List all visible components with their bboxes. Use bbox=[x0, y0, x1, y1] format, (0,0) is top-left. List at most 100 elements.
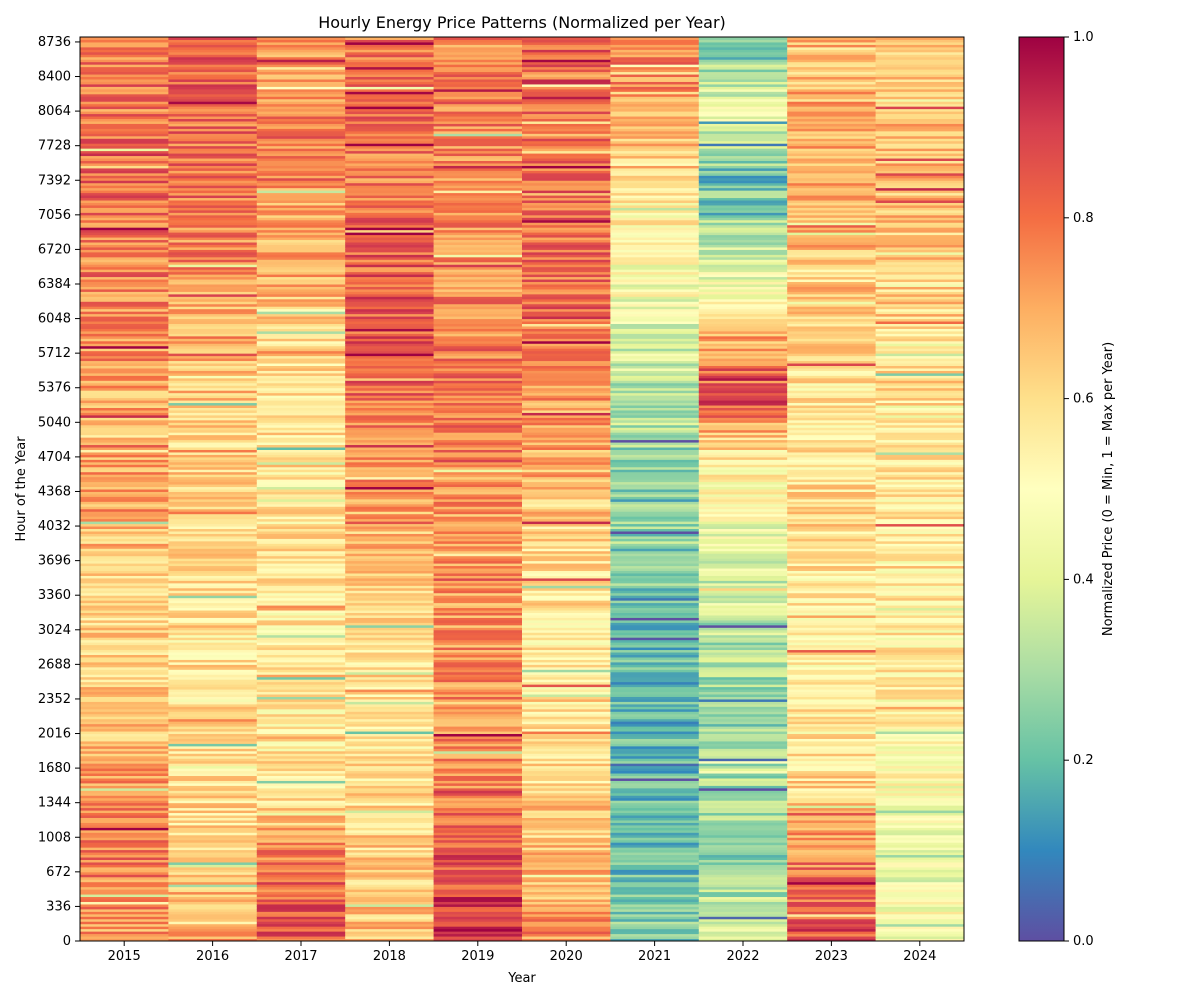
heatmap-cell bbox=[610, 834, 700, 838]
heatmap-cell bbox=[256, 459, 346, 463]
heatmap-cell bbox=[80, 298, 169, 302]
heatmap-cell bbox=[610, 511, 700, 515]
heatmap-cell bbox=[875, 842, 964, 846]
heatmap-cell bbox=[168, 639, 258, 643]
heatmap-cell bbox=[610, 313, 700, 317]
heatmap-cell bbox=[610, 266, 700, 270]
heatmap-cell bbox=[875, 580, 964, 584]
heatmap-cell bbox=[787, 434, 877, 438]
heatmap-cell bbox=[433, 269, 523, 273]
heatmap-cell bbox=[698, 397, 788, 401]
heatmap-cell bbox=[787, 269, 877, 273]
heatmap-cell bbox=[610, 429, 700, 433]
heatmap-cell bbox=[522, 261, 611, 265]
heatmap-cell bbox=[256, 708, 346, 712]
heatmap-cell bbox=[698, 857, 788, 860]
heatmap-cell bbox=[433, 281, 523, 285]
y-axis-ticks: 0336672100813441680201623522688302433603… bbox=[38, 35, 80, 949]
heatmap-cell bbox=[787, 782, 877, 786]
heatmap-cell bbox=[522, 597, 611, 601]
heatmap-cell bbox=[80, 46, 169, 50]
heatmap-cell bbox=[80, 493, 169, 497]
heatmap-cell bbox=[168, 125, 258, 129]
heatmap-cell bbox=[610, 37, 700, 40]
heatmap-cell bbox=[698, 708, 788, 712]
heatmap-cell bbox=[522, 377, 611, 381]
heatmap-cell bbox=[80, 928, 169, 932]
heatmap-cell bbox=[610, 447, 700, 450]
heatmap-cell bbox=[345, 78, 435, 82]
heatmap-cell bbox=[80, 340, 169, 344]
heatmap-cell bbox=[433, 550, 523, 554]
heatmap-column-2016 bbox=[168, 37, 258, 941]
heatmap-cell bbox=[610, 864, 700, 868]
heatmap-cell bbox=[875, 261, 964, 265]
heatmap-cell bbox=[875, 355, 964, 359]
heatmap-cell bbox=[256, 521, 346, 525]
heatmap-cell bbox=[80, 130, 169, 134]
heatmap-cell bbox=[345, 101, 435, 105]
heatmap-cell bbox=[80, 59, 169, 63]
heatmap-cell bbox=[698, 745, 788, 749]
heatmap-cell bbox=[787, 118, 877, 122]
heatmap-cell bbox=[168, 869, 258, 873]
heatmap-cell bbox=[80, 39, 169, 43]
heatmap-cell bbox=[168, 101, 258, 105]
heatmap-cell bbox=[875, 318, 964, 322]
heatmap-cell bbox=[433, 469, 523, 473]
heatmap-cell bbox=[256, 204, 346, 208]
heatmap-cell bbox=[345, 281, 435, 285]
heatmap-cell bbox=[698, 390, 788, 394]
heatmap-cell bbox=[787, 288, 877, 292]
heatmap-cell bbox=[80, 135, 169, 139]
heatmap-cell bbox=[787, 535, 877, 539]
heatmap-cell bbox=[256, 612, 346, 616]
heatmap-cell bbox=[345, 400, 435, 404]
heatmap-cell bbox=[256, 775, 346, 779]
heatmap-cell bbox=[698, 908, 788, 912]
heatmap-cell bbox=[698, 338, 788, 342]
heatmap-cell bbox=[875, 533, 964, 537]
heatmap-cell bbox=[522, 580, 611, 584]
heatmap-cell bbox=[610, 901, 700, 905]
heatmap-cell bbox=[433, 145, 523, 149]
heatmap-cell bbox=[698, 733, 788, 737]
heatmap-cell bbox=[787, 313, 877, 317]
heatmap-cell bbox=[875, 570, 964, 574]
heatmap-cell bbox=[875, 847, 964, 851]
heatmap-cell bbox=[256, 111, 346, 115]
heatmap-cell bbox=[875, 422, 964, 426]
heatmap-cell bbox=[168, 703, 258, 707]
heatmap-cell bbox=[610, 533, 700, 537]
heatmap-cell bbox=[433, 51, 523, 55]
heatmap-cell bbox=[875, 442, 964, 446]
heatmap-cell bbox=[698, 296, 788, 300]
heatmap-cell bbox=[345, 632, 435, 636]
heatmap-cell bbox=[522, 244, 611, 248]
heatmap-cell bbox=[433, 41, 523, 45]
heatmap-cell bbox=[80, 200, 169, 203]
heatmap-cell bbox=[875, 39, 964, 43]
heatmap-cell bbox=[787, 303, 877, 307]
heatmap-cell bbox=[256, 540, 346, 544]
heatmap-cell bbox=[168, 259, 258, 263]
heatmap-cell bbox=[698, 498, 788, 502]
heatmap-cell bbox=[256, 405, 346, 408]
heatmap-cell bbox=[256, 617, 346, 621]
heatmap-cell bbox=[433, 212, 523, 216]
heatmap-cell bbox=[787, 106, 877, 110]
heatmap-cell bbox=[345, 775, 435, 779]
heatmap-cell bbox=[698, 454, 788, 458]
heatmap-cell bbox=[433, 894, 523, 898]
heatmap-cell bbox=[80, 447, 169, 450]
heatmap-cell bbox=[522, 610, 611, 613]
heatmap-cell bbox=[345, 513, 435, 517]
heatmap-cell bbox=[345, 906, 435, 910]
heatmap-cell bbox=[345, 123, 435, 127]
heatmap-cell bbox=[787, 64, 877, 68]
heatmap-cell bbox=[256, 936, 346, 940]
heatmap-cell bbox=[522, 419, 611, 423]
heatmap-cell bbox=[698, 459, 788, 463]
heatmap-cell bbox=[698, 343, 788, 347]
heatmap-cell bbox=[698, 101, 788, 105]
